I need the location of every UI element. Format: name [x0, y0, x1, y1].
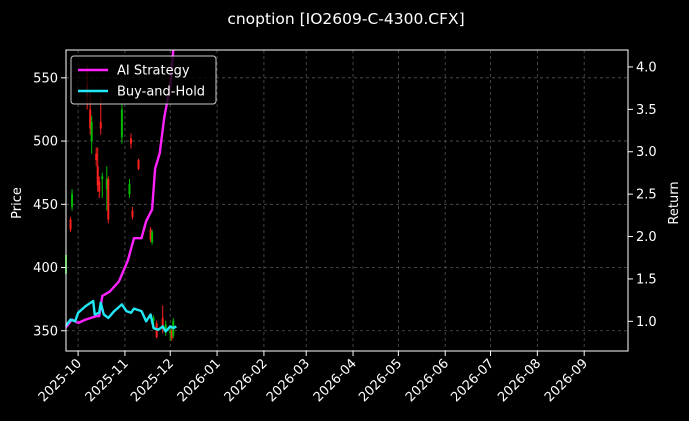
y-axis-left: 350 400 450 500 550	[33, 71, 66, 339]
candle-body	[69, 219, 72, 230]
y-right-tick-label: 3.0	[636, 145, 657, 160]
candlestick	[90, 115, 93, 154]
candle-body	[101, 176, 104, 179]
y-left-tick-label: 550	[33, 71, 58, 86]
candle-body	[105, 179, 108, 190]
y-right-tick-label: 2.0	[636, 230, 657, 245]
candle-body	[169, 330, 172, 334]
x-tick-label: 2026-06	[403, 356, 452, 405]
candlestick	[107, 176, 110, 224]
y-right-tick-label: 3.5	[636, 103, 657, 118]
y-right-tick-label: 1.5	[636, 272, 657, 287]
candlestick	[101, 172, 104, 198]
candle-body	[137, 160, 140, 169]
series-line-ai-strategy	[65, 49, 175, 329]
candlestick	[98, 176, 101, 198]
candlestick	[170, 328, 173, 341]
x-tick-label: 2026-09	[542, 356, 591, 405]
series-line-buy-and-hold	[65, 299, 177, 333]
candlestick	[149, 227, 152, 243]
candle-body	[151, 232, 154, 243]
candlesticks	[65, 65, 175, 341]
y-left-tick-label: 400	[33, 261, 58, 276]
y-right-tick-label: 2.5	[636, 188, 657, 203]
y-axis-label-left: Price	[10, 187, 25, 219]
candle-body	[129, 138, 132, 144]
candle-body	[90, 122, 93, 142]
candle-body	[128, 184, 131, 195]
candlestick	[131, 206, 134, 220]
candlestick	[95, 147, 98, 167]
x-tick-label: 2025-11	[83, 356, 132, 405]
grid	[66, 50, 628, 351]
candle-body	[120, 109, 123, 138]
candlestick	[128, 179, 131, 198]
y-right-tick-label: 4.0	[636, 60, 657, 75]
x-tick-label: 2025-10	[36, 356, 85, 405]
candlestick	[164, 320, 167, 336]
x-tick-label: 2026-02	[222, 356, 271, 405]
legend-label-buy-and-hold: Buy-and-Hold	[117, 85, 205, 100]
candle-body	[149, 229, 152, 240]
candle-body	[99, 122, 102, 129]
candle-body	[161, 318, 164, 329]
candlestick	[120, 103, 123, 144]
chart-title: cnoption [IO2609-C-4300.CFX]	[227, 10, 464, 28]
y-left-tick-label: 350	[33, 324, 58, 339]
x-tick-label: 2025-12	[128, 356, 177, 405]
candle-body	[71, 194, 74, 207]
candlestick	[129, 133, 132, 149]
candlestick	[105, 166, 108, 211]
legend-label-ai-strategy: AI Strategy	[117, 64, 190, 79]
candle-body	[164, 324, 167, 331]
candlestick	[71, 189, 74, 211]
x-tick-label: 2026-04	[311, 356, 360, 405]
legend: AI Strategy Buy-and-Hold	[70, 55, 217, 105]
candle-body	[98, 181, 101, 192]
candlestick	[96, 147, 99, 192]
candle-body	[107, 179, 110, 220]
candle-body	[152, 318, 155, 321]
x-tick-label: 2026-08	[495, 356, 544, 405]
y-axis-right: 1.0 1.5 2.0 2.5 3.0 3.5 4.0	[628, 60, 657, 330]
y-axis-label-right: Return	[667, 181, 682, 224]
candlestick	[151, 229, 154, 245]
x-tick-label: 2026-07	[448, 356, 497, 405]
candlestick	[169, 325, 172, 341]
x-tick-label: 2026-03	[264, 356, 313, 405]
x-tick-label: 2026-01	[175, 356, 224, 405]
y-right-tick-label: 1.0	[636, 315, 657, 330]
y-left-tick-label: 500	[33, 135, 58, 150]
plot-frame	[65, 49, 629, 352]
candle-body	[96, 166, 99, 186]
candle-body	[170, 330, 173, 339]
candle-body	[131, 210, 134, 217]
candlestick	[69, 216, 72, 233]
series-lines	[65, 49, 177, 333]
x-tick-label: 2026-05	[356, 356, 405, 405]
x-axis: 2025-102025-112025-122026-012026-022026-…	[36, 351, 591, 405]
candlestick	[137, 158, 140, 171]
y-left-tick-label: 450	[33, 198, 58, 213]
candle-body	[89, 109, 92, 129]
candle-body	[95, 153, 98, 161]
